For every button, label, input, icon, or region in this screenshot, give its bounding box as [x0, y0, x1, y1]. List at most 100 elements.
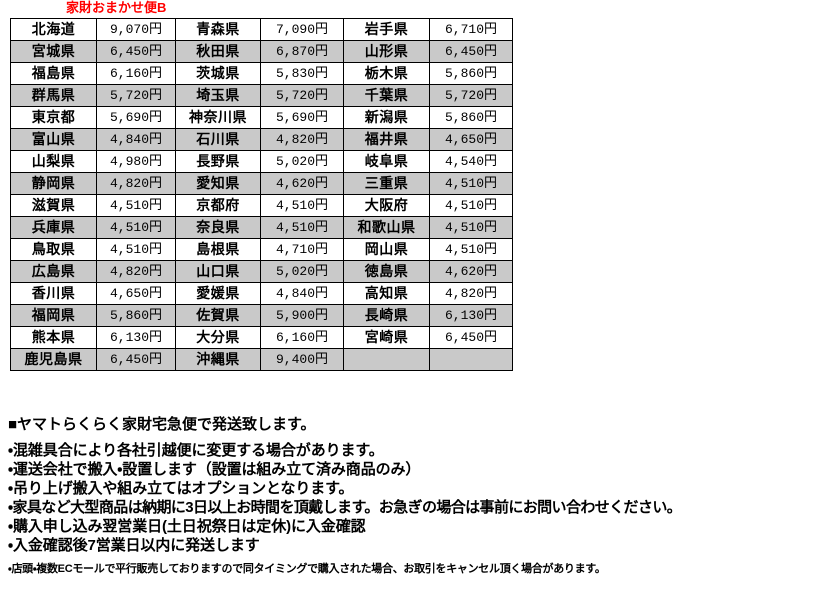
prefecture-cell: 福岡県	[10, 304, 97, 327]
fee-cell: 6,130円	[96, 326, 176, 349]
fee-cell: 5,020円	[260, 150, 344, 173]
table-row: 富山県 4,840円 石川県 4,820円 福井県 4,650円	[10, 128, 513, 151]
fee-cell: 4,510円	[429, 216, 513, 239]
prefecture-cell: 滋賀県	[10, 194, 97, 217]
table-row: 熊本県 6,130円 大分県 6,160円 宮崎県 6,450円	[10, 326, 513, 349]
prefecture-cell: 宮崎県	[343, 326, 430, 349]
prefecture-cell: 徳島県	[343, 260, 430, 283]
fee-cell: 6,450円	[96, 40, 176, 63]
fee-cell: 4,840円	[260, 282, 344, 305]
notes-fineprint: ・店頭・複数ECモールで平行販売しておりますので同タイミングで購入された場合、お…	[8, 563, 606, 575]
table-row: 群馬県 5,720円 埼玉県 5,720円 千葉県 5,720円	[10, 84, 513, 107]
table-row: 山梨県 4,980円 長野県 5,020円 岐阜県 4,540円	[10, 150, 513, 173]
prefecture-cell: 広島県	[10, 260, 97, 283]
fee-cell: 5,690円	[260, 106, 344, 129]
shipping-fee-table-container: 北海道 9,070円 青森県 7,090円 岩手県 6,710円 宮城県 6,450円 秋田県 6…	[10, 18, 513, 371]
prefecture-cell: 熊本県	[10, 326, 97, 349]
notes-line-list: ・混雑具合により各社引越便に変更する場合があります。・運送会社で搬入・設置します…	[8, 441, 808, 555]
notes-heading: ■ヤマトらくらく家財宅急便で発送致します。	[8, 416, 316, 433]
fee-cell: 4,510円	[260, 194, 344, 217]
fee-cell: 7,090円	[260, 18, 344, 41]
note-line: ・運送会社で搬入・設置します（設置は組み立て済み商品のみ）	[8, 461, 421, 478]
fee-cell: 4,620円	[429, 260, 513, 283]
fee-cell: 4,510円	[260, 216, 344, 239]
shipping-fee-table: 北海道 9,070円 青森県 7,090円 岩手県 6,710円 宮城県 6,450円 秋田県 6…	[10, 18, 513, 371]
prefecture-cell: 沖縄県	[175, 348, 261, 371]
fee-cell: 4,540円	[429, 150, 513, 173]
fee-cell: 5,860円	[96, 304, 176, 327]
prefecture-cell: 愛媛県	[175, 282, 261, 305]
fee-cell: 5,900円	[260, 304, 344, 327]
prefecture-cell: 栃木県	[343, 62, 430, 85]
prefecture-cell: 長野県	[175, 150, 261, 173]
fee-cell: 5,720円	[429, 84, 513, 107]
table-row: 鳥取県 4,510円 島根県 4,710円 岡山県 4,510円	[10, 238, 513, 261]
page-title: 家財おまかせ便B	[66, 0, 167, 15]
note-line: ・混雑具合により各社引越便に変更する場合があります。	[8, 442, 384, 459]
fee-cell: 4,510円	[429, 172, 513, 195]
fee-cell: 4,510円	[96, 238, 176, 261]
fee-cell: 5,690円	[96, 106, 176, 129]
table-row: 兵庫県 4,510円 奈良県 4,510円 和歌山県 4,510円	[10, 216, 513, 239]
fee-cell: 4,980円	[96, 150, 176, 173]
prefecture-cell: 秋田県	[175, 40, 261, 63]
prefecture-cell	[343, 348, 430, 371]
fee-cell: 5,830円	[260, 62, 344, 85]
prefecture-cell: 福島県	[10, 62, 97, 85]
prefecture-cell: 兵庫県	[10, 216, 97, 239]
prefecture-cell: 千葉県	[343, 84, 430, 107]
prefecture-cell: 島根県	[175, 238, 261, 261]
fee-cell: 4,710円	[260, 238, 344, 261]
prefecture-cell: 静岡県	[10, 172, 97, 195]
prefecture-cell: 高知県	[343, 282, 430, 305]
fee-cell: 4,510円	[429, 238, 513, 261]
prefecture-cell: 和歌山県	[343, 216, 430, 239]
fee-cell: 5,860円	[429, 62, 513, 85]
prefecture-cell: 神奈川県	[175, 106, 261, 129]
prefecture-cell: 鳥取県	[10, 238, 97, 261]
fee-cell: 6,450円	[429, 40, 513, 63]
fee-cell: 9,070円	[96, 18, 176, 41]
prefecture-cell: 福井県	[343, 128, 430, 151]
fee-cell: 4,820円	[96, 260, 176, 283]
fee-cell: 4,510円	[96, 216, 176, 239]
fee-cell: 9,400円	[260, 348, 344, 371]
fee-cell: 6,160円	[260, 326, 344, 349]
table-row: 福岡県 5,860円 佐賀県 5,900円 長崎県 6,130円	[10, 304, 513, 327]
prefecture-cell: 新潟県	[343, 106, 430, 129]
fee-cell: 5,860円	[429, 106, 513, 129]
fee-cell: 5,720円	[260, 84, 344, 107]
note-line: ・購入申し込み翌営業日(土日祝祭日は定休)に入金確認	[8, 518, 366, 535]
prefecture-cell: 宮城県	[10, 40, 97, 63]
prefecture-cell: 東京都	[10, 106, 97, 129]
fee-cell: 6,130円	[429, 304, 513, 327]
fee-cell: 6,710円	[429, 18, 513, 41]
prefecture-cell: 群馬県	[10, 84, 97, 107]
fee-cell: 5,720円	[96, 84, 176, 107]
fee-cell: 4,510円	[96, 194, 176, 217]
table-row: 広島県 4,820円 山口県 5,020円 徳島県 4,620円	[10, 260, 513, 283]
prefecture-cell: 岩手県	[343, 18, 430, 41]
prefecture-cell: 石川県	[175, 128, 261, 151]
note-line: ・家具など大型商品は納期に3日以上お時間を頂戴します。お急ぎの場合は事前にお問い…	[8, 499, 682, 516]
fee-cell: 5,020円	[260, 260, 344, 283]
table-row: 香川県 4,650円 愛媛県 4,840円 高知県 4,820円	[10, 282, 513, 305]
shipping-notes-block: ■ヤマトらくらく家財宅急便で発送致します。 ・混雑具合により各社引越便に変更する…	[8, 414, 808, 577]
prefecture-cell: 山形県	[343, 40, 430, 63]
prefecture-cell: 大阪府	[343, 194, 430, 217]
fee-cell: 6,160円	[96, 62, 176, 85]
prefecture-cell: 茨城県	[175, 62, 261, 85]
fee-cell: 4,840円	[96, 128, 176, 151]
note-line: ・入金確認後7営業日以内に発送します	[8, 537, 260, 554]
fee-cell: 4,620円	[260, 172, 344, 195]
prefecture-cell: 富山県	[10, 128, 97, 151]
fee-cell	[429, 348, 513, 371]
fee-cell: 4,820円	[96, 172, 176, 195]
prefecture-cell: 三重県	[343, 172, 430, 195]
prefecture-cell: 大分県	[175, 326, 261, 349]
table-row: 東京都 5,690円 神奈川県 5,690円 新潟県 5,860円	[10, 106, 513, 129]
prefecture-cell: 愛知県	[175, 172, 261, 195]
prefecture-cell: 京都府	[175, 194, 261, 217]
prefecture-cell: 鹿児島県	[10, 348, 97, 371]
fee-cell: 6,870円	[260, 40, 344, 63]
